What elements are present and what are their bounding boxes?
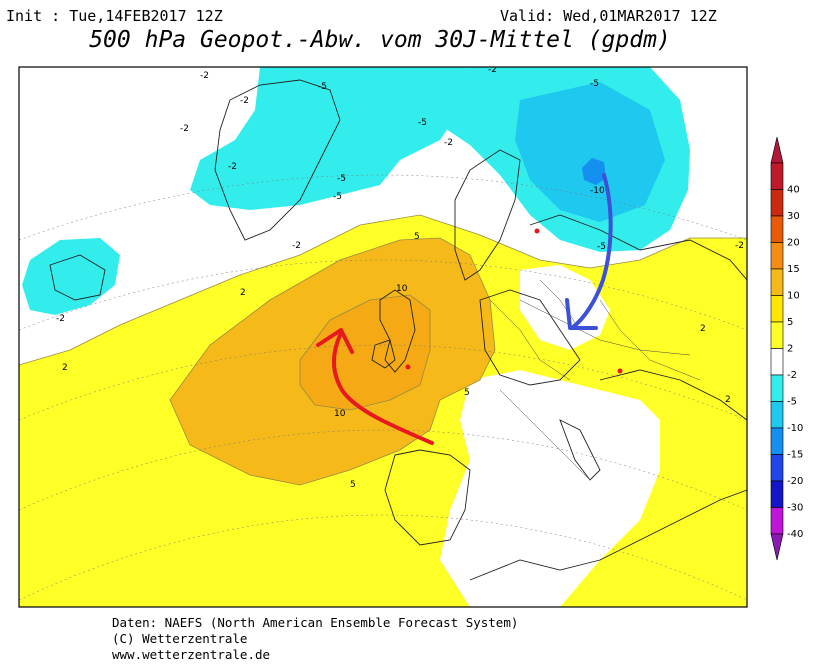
legend-label: -30 (787, 503, 803, 514)
legend-top-cap (770, 136, 784, 164)
contour-label: -5 (590, 79, 599, 89)
contour-label: -5 (418, 118, 427, 128)
legend-swatch (770, 348, 784, 376)
city-marker (405, 364, 411, 370)
contour-lines (19, 214, 747, 486)
legend-swatch (770, 295, 784, 323)
contour-label: -2 (444, 138, 453, 148)
contour-label: -2 (488, 65, 497, 75)
legend-label: 5 (787, 317, 793, 328)
contour-label: 2 (240, 288, 246, 298)
legend-swatch (770, 507, 784, 535)
legend-label: 30 (787, 211, 800, 222)
warm-air-arrow (332, 331, 434, 445)
contour-label: -2 (180, 124, 189, 134)
legend-swatch (770, 215, 784, 243)
contour-label: -2 (735, 241, 744, 251)
legend-swatch (770, 268, 784, 296)
contour-label: 2 (725, 395, 731, 405)
warm-air-arrowhead (316, 328, 354, 354)
valid-time-label: Valid: Wed,01MAR2017 12Z (500, 7, 717, 25)
negative-core-russia (515, 82, 665, 222)
city-marker (617, 368, 623, 374)
legend-label: 15 (787, 264, 800, 275)
contour-label: -5 (337, 174, 346, 184)
contour-label: 5 (414, 232, 420, 242)
contour-label: -2 (228, 162, 237, 172)
legend-label: 40 (787, 185, 800, 196)
contour-label: -5 (318, 82, 327, 92)
legend-swatch (770, 321, 784, 349)
map-frame (18, 66, 748, 608)
legend-swatch (770, 401, 784, 429)
color-legend: 40 30 20 15 10 5 2 -2 -5 -10 -15 -20 -30 -40 (770, 136, 803, 561)
legend-label: -20 (787, 476, 803, 487)
city-marker (534, 228, 540, 234)
init-time-label: Init : Tue,14FEB2017 12Z (6, 7, 223, 25)
latitude-lines (19, 174, 747, 601)
legend-label: -2 (787, 370, 797, 381)
cold-air-arrow (570, 173, 613, 330)
legend-swatch (770, 189, 784, 217)
legend-label: -5 (787, 397, 797, 408)
borders (489, 279, 701, 481)
cold-air-arrowhead (565, 298, 598, 330)
contour-label: -10 (590, 186, 605, 196)
legend-swatch (770, 427, 784, 455)
contour-label: 2 (62, 363, 68, 373)
legend-label: 20 (787, 238, 800, 249)
contour-label: 5 (350, 480, 356, 490)
negative-anomaly-greenland (190, 67, 470, 210)
legend-swatch (770, 480, 784, 508)
contour-label: -2 (56, 314, 65, 324)
legend-label: 2 (787, 344, 793, 355)
legend-label: -15 (787, 450, 803, 461)
contour-label: -2 (240, 96, 249, 106)
legend-swatch (770, 374, 784, 402)
legend-label: -40 (787, 529, 803, 540)
legend-label: -10 (787, 423, 803, 434)
contour-label: -2 (200, 71, 209, 81)
negative-min-russia (582, 158, 606, 185)
neutral-region-mediterranean (440, 370, 660, 607)
legend-swatch (770, 454, 784, 482)
contour-label: -5 (333, 192, 342, 202)
website-text: www.wetterzentrale.de (112, 647, 271, 662)
data-source-text: Daten: NAEFS (North American Ensemble Fo… (112, 615, 519, 630)
contour-labels: -2 -2 -2 -2 -5 -5 -5 -5 -2 -2 -2 -5 -10 … (56, 65, 744, 490)
legend-swatch (770, 242, 784, 270)
contour-label: -5 (597, 242, 606, 252)
legend-label: 10 (787, 291, 800, 302)
map-frame-content: -2 -2 -2 -2 -5 -5 -5 -5 -2 -2 -2 -5 -10 … (19, 65, 747, 607)
contour-label: -2 (292, 241, 301, 251)
positive-core-uk (300, 295, 430, 410)
contour-label: 2 (700, 324, 706, 334)
contour-label: 10 (396, 284, 408, 294)
contour-label: 10 (334, 409, 346, 419)
contour-label: 5 (464, 388, 470, 398)
coastlines (49, 79, 747, 581)
legend-swatch (770, 162, 784, 190)
copyright-text: (C) Wetterzentrale (112, 631, 248, 646)
map-title: 500 hPa Geopot.-Abw. vom 30J-Mittel (gpd… (89, 27, 671, 53)
legend-bottom-cap (770, 533, 784, 561)
